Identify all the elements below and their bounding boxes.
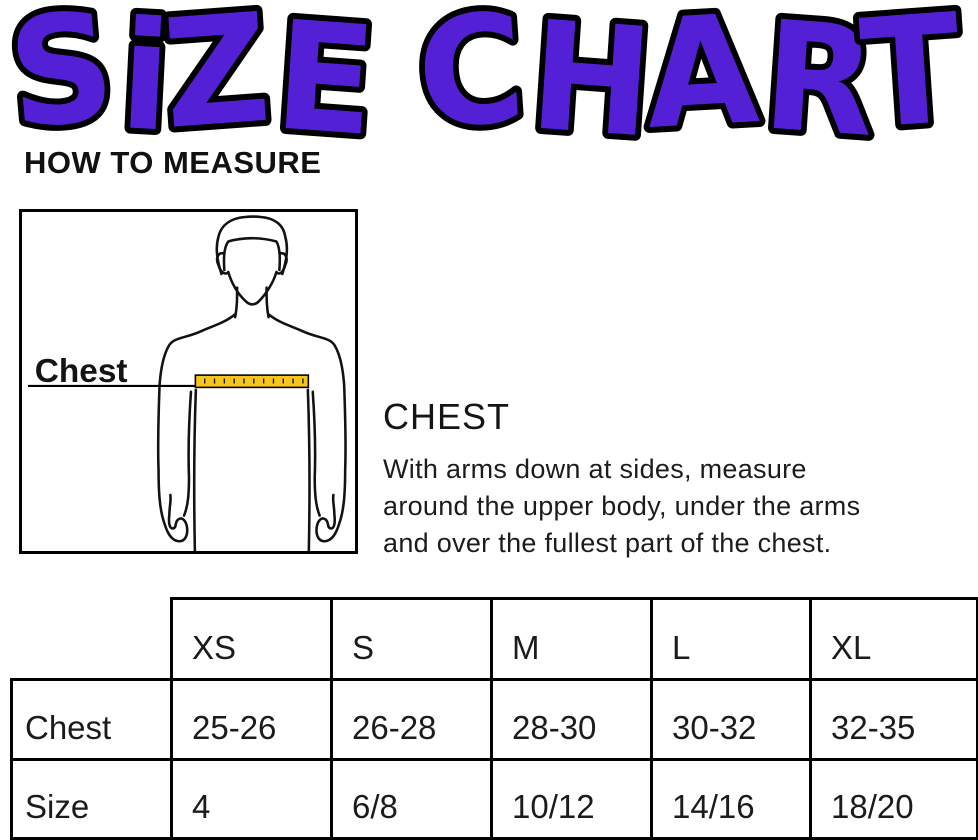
tape-band — [194, 374, 310, 389]
instruction-line-3: and over the fullest part of the chest. — [383, 528, 832, 558]
size-table-row-size: Size 4 6/8 10/12 14/16 18/20 — [10, 758, 978, 840]
size-value-l: 14/16 — [650, 758, 812, 840]
page-title: SiZE CHART — [2, 0, 966, 152]
size-table-header-row: XS S M L XL — [11, 597, 978, 681]
tape-measure — [194, 374, 310, 389]
row-label-chest: Chest — [10, 678, 173, 761]
chest-value-s: 26-28 — [330, 678, 493, 761]
measurement-figure-box: Chest — [19, 209, 358, 554]
face-outline — [215, 252, 288, 306]
instruction-line-1: With arms down at sides, measure — [383, 454, 807, 484]
size-value-m: 10/12 — [490, 758, 653, 840]
chest-label: Chest — [35, 353, 128, 390]
chest-section-body: With arms down at sides, measure around … — [383, 451, 860, 562]
right-arm-outline — [267, 312, 347, 543]
size-value-xs: 4 — [170, 758, 333, 840]
torso-diagram: Chest — [27, 215, 347, 551]
left-inner-arm — [182, 390, 193, 517]
size-column-header-s: S — [330, 597, 493, 681]
hairline — [222, 236, 282, 272]
row-label-size: Size — [10, 758, 173, 840]
page-title-wordart: SiZE CHART — [0, 0, 972, 152]
size-column-header-m: M — [490, 597, 653, 681]
size-value-xl: 18/20 — [809, 758, 978, 840]
neck-right — [265, 286, 270, 319]
chest-section-heading: CHEST — [383, 396, 511, 437]
size-table-corner-cell — [11, 598, 173, 681]
chest-value-m: 28-30 — [490, 678, 653, 761]
how-to-measure-heading: HOW TO MEASURE — [24, 145, 322, 180]
size-value-s: 6/8 — [330, 758, 493, 840]
instruction-line-2: around the upper body, under the arms — [383, 491, 861, 521]
size-table: XS S M L XL Chest 25-26 26-28 28-30 30-3… — [10, 597, 978, 840]
torso-left-side — [192, 388, 198, 551]
size-column-header-xs: XS — [170, 597, 333, 681]
size-table-row-chest: Chest 25-26 26-28 28-30 30-32 32-35 — [10, 678, 978, 761]
neck-left — [233, 286, 239, 319]
chest-value-l: 30-32 — [650, 678, 812, 761]
size-column-header-l: L — [650, 597, 812, 681]
right-inner-arm — [311, 390, 321, 517]
torso-outline — [156, 215, 347, 551]
chest-value-xs: 25-26 — [170, 678, 333, 761]
left-arm-outline — [156, 312, 237, 543]
chest-value-xl: 32-35 — [809, 678, 978, 761]
tape-ticks — [204, 378, 304, 384]
size-column-header-xl: XL — [809, 597, 978, 681]
hair-outline — [215, 215, 289, 276]
torso-right-side — [306, 388, 311, 551]
